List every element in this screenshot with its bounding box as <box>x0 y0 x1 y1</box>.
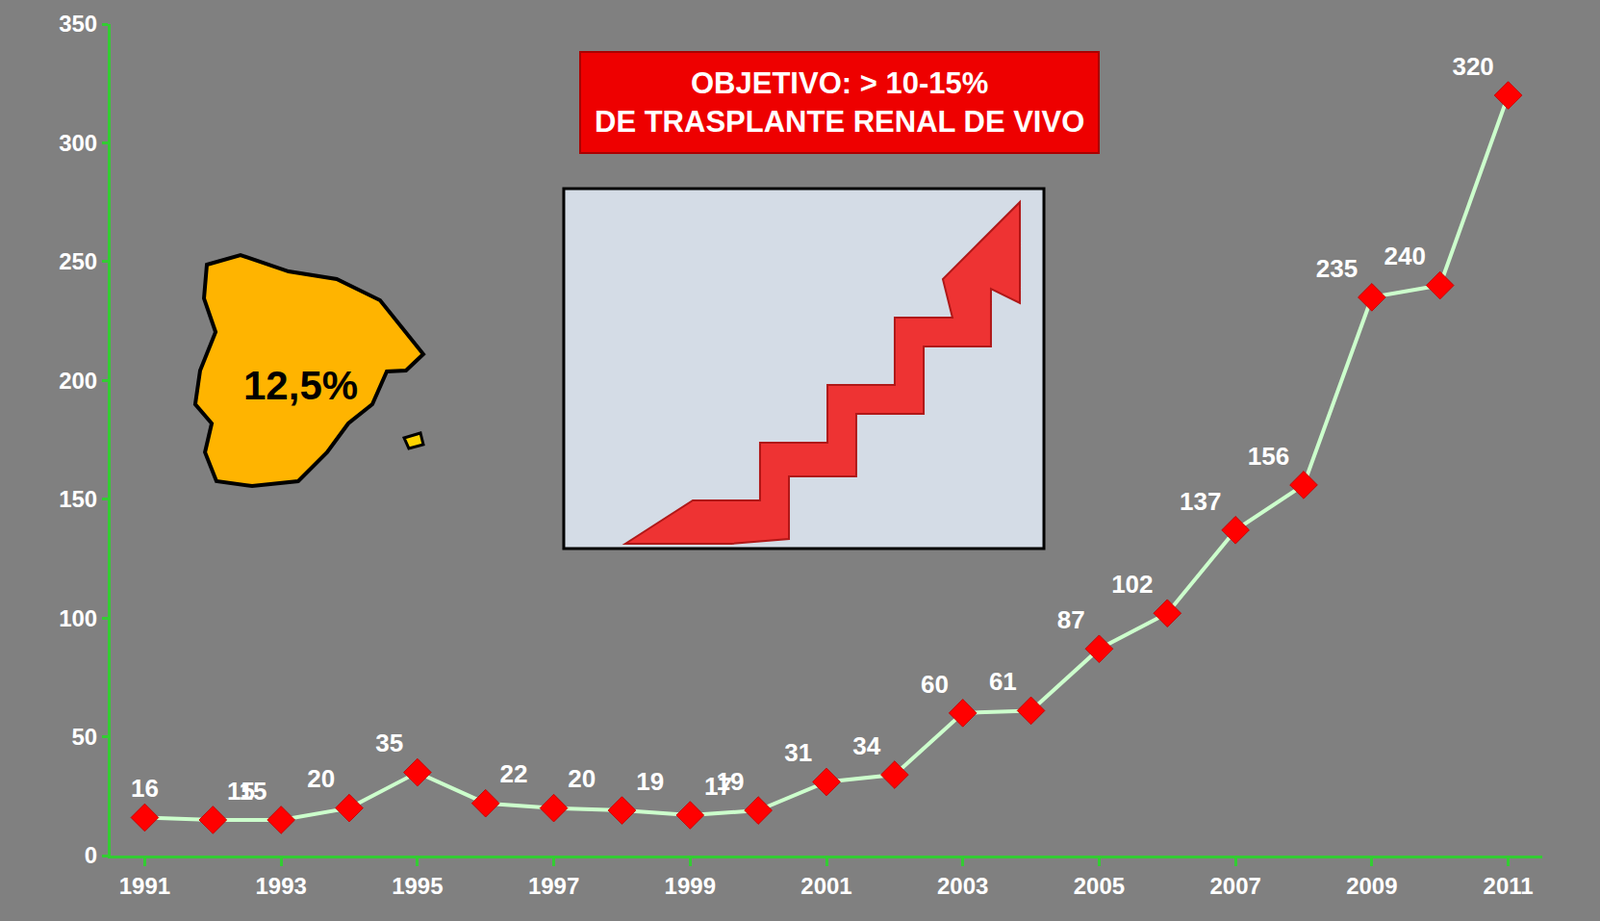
svg-text:50: 50 <box>71 723 98 750</box>
svg-text:19: 19 <box>635 766 664 796</box>
svg-text:250: 250 <box>58 248 98 275</box>
svg-text:156: 156 <box>1247 441 1290 471</box>
svg-text:17: 17 <box>704 771 733 801</box>
svg-text:235: 235 <box>1316 253 1358 283</box>
svg-text:35: 35 <box>375 728 404 758</box>
svg-text:300: 300 <box>58 129 98 156</box>
svg-text:34: 34 <box>852 731 881 761</box>
svg-text:1997: 1997 <box>528 872 580 899</box>
svg-text:1999: 1999 <box>664 872 716 899</box>
svg-text:60: 60 <box>920 669 949 699</box>
svg-text:31: 31 <box>784 737 813 767</box>
svg-text:150: 150 <box>58 485 98 512</box>
svg-text:15: 15 <box>238 776 267 806</box>
svg-text:240: 240 <box>1384 241 1426 271</box>
svg-text:2011: 2011 <box>1483 872 1534 899</box>
svg-text:OBJETIVO: > 10-15%DE TRASPLANT: OBJETIVO: > 10-15%DE TRASPLANTE RENAL DE… <box>594 66 1085 139</box>
svg-text:2005: 2005 <box>1073 872 1125 899</box>
svg-text:320: 320 <box>1451 51 1494 81</box>
svg-text:2009: 2009 <box>1346 872 1397 899</box>
svg-text:1991: 1991 <box>119 872 171 899</box>
svg-text:0: 0 <box>84 841 98 868</box>
svg-text:20: 20 <box>306 763 335 793</box>
svg-text:200: 200 <box>58 367 98 394</box>
svg-text:1993: 1993 <box>254 872 306 899</box>
svg-text:2001: 2001 <box>800 872 852 899</box>
svg-text:20: 20 <box>567 763 596 793</box>
svg-text:1995: 1995 <box>391 872 443 899</box>
svg-text:61: 61 <box>989 666 1017 696</box>
svg-text:12,5%: 12,5% <box>243 362 358 408</box>
svg-text:16: 16 <box>130 773 159 803</box>
svg-text:22: 22 <box>499 759 528 788</box>
svg-text:2007: 2007 <box>1209 872 1261 899</box>
svg-text:137: 137 <box>1179 486 1221 516</box>
svg-text:100: 100 <box>58 605 98 632</box>
svg-text:87: 87 <box>1057 605 1086 635</box>
svg-text:2003: 2003 <box>937 872 989 899</box>
svg-text:102: 102 <box>1111 569 1153 599</box>
svg-text:15: 15 <box>227 776 255 806</box>
svg-text:350: 350 <box>58 10 98 37</box>
svg-text:19: 19 <box>715 766 744 796</box>
